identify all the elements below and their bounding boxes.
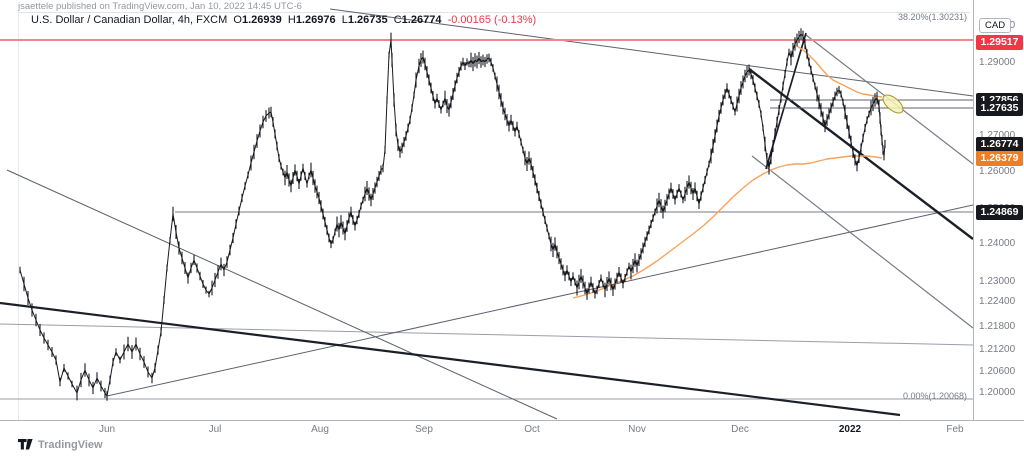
time-axis-label: Feb (946, 424, 964, 435)
time-axis-label: Nov (628, 424, 646, 435)
price-axis-tick: 1.23000 (979, 276, 1016, 287)
price-axis-tick: 1.22400 (979, 296, 1016, 307)
channel-lower-line (751, 155, 974, 329)
price-axis-tick: 1.21200 (979, 344, 1016, 355)
tradingview-logo-icon (18, 439, 33, 450)
close-value: 1.26774 (401, 14, 442, 26)
high-value: 1.26976 (295, 14, 336, 26)
interval-label: 4h, (177, 14, 194, 26)
fib-level-label: 0.00%(1.20068) (902, 391, 967, 401)
time-axis-label: Aug (311, 424, 329, 435)
price-axis-tick: 1.27000 (979, 130, 1016, 141)
price-axis-tick: 1.20000 (979, 387, 1016, 398)
open-value: 1.26939 (241, 14, 282, 26)
time-axis[interactable]: Jun Jul Aug Sep Oct Nov Dec 2022 Feb (0, 420, 1024, 437)
change-value: -0.00165 (-0.13%) (447, 14, 537, 26)
time-axis-label: 2022 (838, 424, 862, 435)
moving-average-slow-line (572, 155, 883, 299)
ascending-trendline-from-low (106, 204, 974, 397)
moving-average-fast-line (796, 45, 883, 98)
time-axis-label: Oct (524, 424, 540, 435)
price-axis-tick: 1.20600 (979, 366, 1016, 377)
price-axis-tick: 1.29000 (979, 57, 1016, 68)
attribution-text: jsaettele published on TradingView.com, … (18, 1, 302, 12)
time-axis-label: Jun (98, 424, 116, 435)
legend-top-divider (18, 12, 970, 13)
price-label-badge: 1.24869 (976, 204, 1023, 220)
currency-toggle-button[interactable]: CAD (979, 18, 1012, 33)
time-axis-label: Sep (415, 424, 433, 435)
price-label-badge: 1.27635 (976, 100, 1023, 116)
open-label: O (233, 14, 242, 26)
time-axis-label: Jul (208, 424, 222, 435)
tradingview-logo-link[interactable]: TradingView (18, 439, 103, 451)
price-axis[interactable]: 1.300001.290001.280001.270001.260001.250… (973, 0, 1024, 437)
high-label: H (287, 14, 296, 26)
ohlc-legend[interactable]: U.S. Dollar / Canadian Dollar, 4h, FXCM … (31, 14, 536, 26)
price-label-badge: 1.26774 (976, 136, 1023, 152)
tradingview-logo-text: TradingView (38, 439, 103, 451)
price-axis-tick: 1.24000 (979, 238, 1016, 249)
price-label-badge: 1.29517 (976, 34, 1023, 50)
rally-trendline-december (765, 32, 807, 170)
price-axis-tick: 1.26000 (979, 166, 1016, 177)
price-label-badge: 1.26379 (976, 150, 1023, 166)
low-label: L (341, 14, 348, 26)
fib-level-label: 38.20%(1.30231) (897, 12, 967, 22)
pane-left-border (18, 12, 19, 420)
price-series-candles (19, 28, 886, 401)
low-value: 1.26735 (347, 14, 388, 26)
symbol-title: U.S. Dollar / Canadian Dollar, (31, 14, 175, 26)
time-axis-label: Dec (731, 424, 749, 435)
flat-support-line (0, 323, 974, 346)
thick-trendline-december (748, 68, 974, 240)
price-axis-tick: 1.21800 (979, 321, 1016, 332)
close-label: C (393, 14, 402, 26)
descending-trendline-long (6, 169, 558, 420)
exchange-label: FXCM (196, 14, 228, 26)
thick-trendline-left (0, 301, 901, 417)
highlight-ellipse (882, 94, 904, 114)
